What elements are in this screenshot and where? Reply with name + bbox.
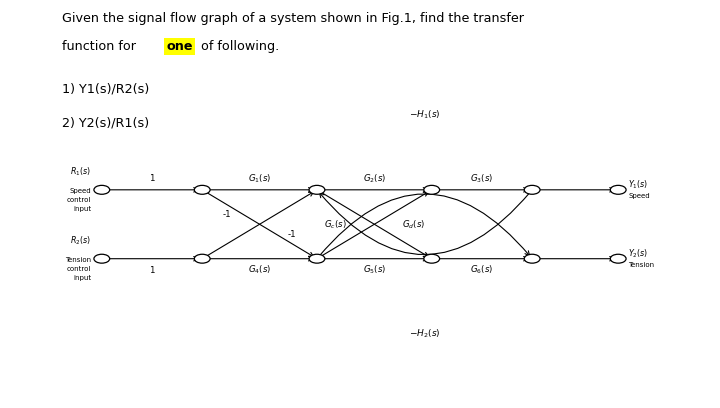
Text: 1) Y1(s)/R2(s): 1) Y1(s)/R2(s) [63, 82, 150, 95]
Text: -1: -1 [223, 210, 232, 219]
Text: $Y_1(s)$: $Y_1(s)$ [629, 179, 649, 191]
Text: control: control [67, 266, 91, 272]
Text: $-H_1(s)$: $-H_1(s)$ [409, 109, 441, 121]
Text: $G_5(s)$: $G_5(s)$ [363, 264, 386, 276]
Text: Tension: Tension [629, 262, 654, 268]
Circle shape [524, 185, 540, 194]
Text: Speed: Speed [69, 188, 91, 194]
Text: Given the signal flow graph of a system shown in Fig.1, find the transfer: Given the signal flow graph of a system … [63, 11, 524, 24]
Text: $G_2(s)$: $G_2(s)$ [363, 172, 386, 185]
Text: $G_1(s)$: $G_1(s)$ [248, 172, 271, 185]
Circle shape [309, 185, 325, 194]
Text: control: control [67, 197, 91, 203]
Text: $G_c(s)$: $G_c(s)$ [323, 218, 346, 231]
Circle shape [611, 185, 626, 194]
Text: $G_4(s)$: $G_4(s)$ [248, 264, 271, 276]
Text: one: one [166, 40, 193, 53]
Circle shape [424, 254, 440, 263]
Text: $R_2(s)$: $R_2(s)$ [70, 234, 91, 246]
Text: Tension: Tension [65, 257, 91, 263]
Circle shape [309, 254, 325, 263]
Circle shape [424, 185, 440, 194]
Text: function for: function for [63, 40, 140, 53]
Text: 1: 1 [149, 266, 155, 275]
Text: $R_1(s)$: $R_1(s)$ [70, 165, 91, 177]
Text: 2) Y2(s)/R1(s): 2) Y2(s)/R1(s) [63, 117, 150, 130]
Text: 1: 1 [149, 174, 155, 183]
Text: $Y_2(s)$: $Y_2(s)$ [629, 248, 649, 260]
Text: of following.: of following. [197, 40, 279, 53]
Text: $G_d(s)$: $G_d(s)$ [402, 218, 426, 231]
Text: input: input [73, 275, 91, 281]
Circle shape [194, 185, 210, 194]
Circle shape [524, 254, 540, 263]
Circle shape [94, 254, 109, 263]
Text: -1: -1 [287, 230, 296, 239]
Circle shape [611, 254, 626, 263]
Text: $G_3(s)$: $G_3(s)$ [470, 172, 493, 185]
Text: input: input [73, 206, 91, 212]
Text: $-H_2(s)$: $-H_2(s)$ [409, 328, 441, 340]
Circle shape [194, 254, 210, 263]
Text: Speed: Speed [629, 193, 650, 199]
Circle shape [94, 185, 109, 194]
Text: $G_6(s)$: $G_6(s)$ [470, 264, 493, 276]
